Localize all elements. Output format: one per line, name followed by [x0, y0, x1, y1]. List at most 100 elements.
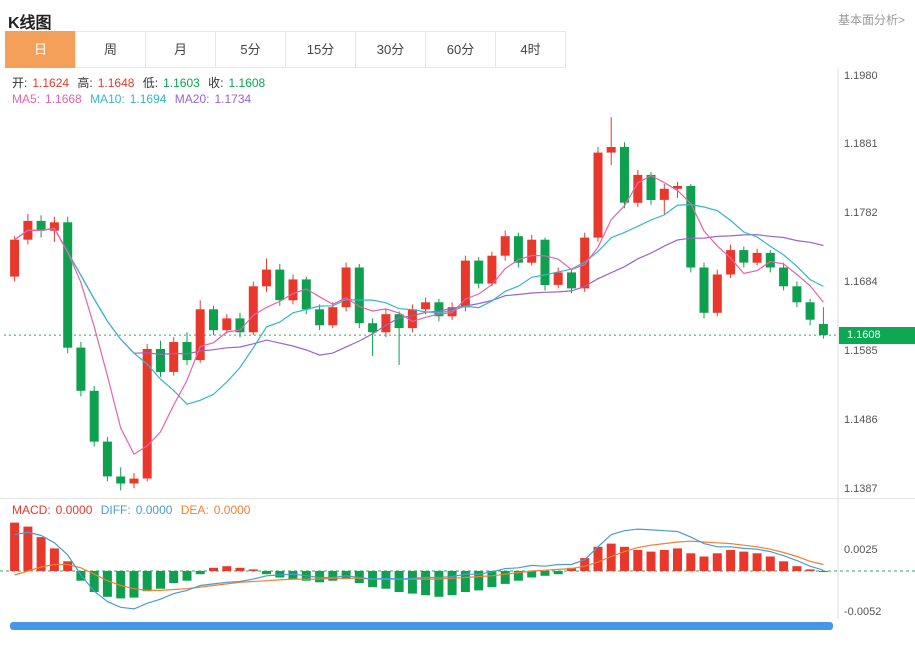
macd-bar: [142, 571, 152, 592]
dea-line: [14, 540, 824, 592]
macd-panel[interactable]: MACD: 0.0000 DIFF: 0.0000 DEA: 0.0000 0.002…: [0, 498, 915, 619]
tab-60min[interactable]: 60分: [425, 31, 496, 68]
macd-bar: [209, 567, 218, 571]
dea-label: DEA:: [180, 503, 209, 517]
macd-bar: [739, 551, 749, 571]
candle-body: [315, 309, 325, 326]
candle-body: [447, 307, 457, 317]
low-label: 低:: [142, 76, 159, 90]
macd-legend: MACD: 0.0000 DIFF: 0.0000 DEA: 0.0000: [12, 503, 255, 517]
macd-plot[interactable]: [0, 499, 915, 619]
macd-value: 0.0000: [55, 503, 93, 517]
ma5-value: 1.1668: [45, 92, 82, 106]
high-label: 高:: [77, 76, 93, 90]
macd-bar: [460, 571, 470, 592]
candle-body: [354, 267, 364, 324]
close-label: 收:: [208, 76, 224, 90]
candle-body: [394, 314, 404, 329]
macd-bar: [262, 571, 271, 575]
candle-body: [209, 309, 218, 331]
open-label: 开:: [12, 76, 28, 90]
tab-5min[interactable]: 5分: [215, 31, 286, 68]
macd-bar: [275, 571, 285, 578]
tab-4hour[interactable]: 4时: [495, 31, 566, 68]
candle-body: [779, 267, 789, 287]
candle-body: [593, 152, 603, 238]
candle-body: [739, 250, 749, 263]
macd-bar: [235, 567, 245, 571]
macd-bar: [381, 571, 391, 589]
page-header: K线图 基本面分析>: [0, 0, 915, 32]
candle-body: [10, 239, 20, 277]
candle-body: [805, 302, 815, 320]
tab-15min[interactable]: 15分: [285, 31, 356, 68]
candle-body: [712, 274, 722, 313]
ma20-value: 1.1734: [214, 92, 252, 106]
candlestick-plot[interactable]: [0, 68, 915, 498]
ma5-line: [14, 174, 824, 456]
macd-bar: [248, 569, 258, 571]
candle-body: [792, 286, 802, 303]
macd-bar: [116, 571, 126, 599]
candle-body: [76, 347, 86, 391]
candle-body: [726, 250, 736, 275]
macd-bar: [699, 556, 709, 571]
macd-bar: [195, 571, 205, 575]
dea-value: 0.0000: [213, 503, 251, 517]
ma20-line: [14, 227, 824, 356]
candlestick-chart[interactable]: 开: 1.1624 高: 1.1648 低: 1.1603 收: 1.1608 MA5:…: [0, 68, 915, 498]
ma10-value: 1.1694: [129, 92, 167, 106]
candle-body: [63, 222, 73, 348]
candle-body: [407, 309, 417, 329]
macd-bar: [23, 526, 33, 571]
macd-bar: [421, 571, 431, 596]
price-axis-label: 1.1881: [844, 138, 878, 151]
candle-body: [169, 342, 179, 372]
candle-body: [129, 478, 139, 484]
price-axis-label: 1.1684: [844, 275, 878, 288]
candle-body: [474, 260, 484, 284]
tab-day[interactable]: 日: [5, 31, 76, 68]
macd-histogram: [10, 522, 828, 599]
period-tabbar: 日 周 月 5分 15分 30分 60分 4时: [0, 31, 915, 68]
tab-30min[interactable]: 30分: [355, 31, 426, 68]
candle-body: [513, 236, 523, 263]
fundamental-analysis-link[interactable]: 基本面分析>: [837, 13, 905, 27]
macd-bar: [474, 571, 484, 591]
macd-bar: [686, 553, 696, 571]
tab-month[interactable]: 月: [145, 31, 216, 68]
macd-bar: [593, 546, 603, 571]
candle-body: [752, 252, 762, 263]
candle-body: [116, 476, 126, 484]
macd-bar: [553, 571, 563, 575]
price-axis-label: 1.1585: [844, 344, 878, 357]
macd-bar: [779, 561, 789, 571]
candle-body: [156, 349, 165, 372]
candle-body: [633, 174, 643, 203]
tab-week[interactable]: 周: [75, 31, 146, 68]
open-value: 1.1624: [32, 76, 70, 90]
diff-label: DIFF:: [100, 503, 131, 517]
macd-bar: [540, 571, 550, 576]
current-price-tag: 1.1608: [839, 326, 915, 344]
macd-bar: [580, 558, 590, 571]
high-value: 1.1648: [97, 76, 135, 90]
chart-range-scrollbar[interactable]: [10, 622, 833, 630]
macd-bar: [500, 571, 510, 584]
candle-body: [275, 269, 285, 301]
macd-bar: [527, 571, 537, 578]
ma20-label: MA20:: [174, 92, 210, 106]
macd-bar: [673, 548, 682, 571]
candle-body: [49, 222, 59, 231]
macd-bar: [222, 566, 232, 571]
macd-bar: [315, 571, 325, 583]
candle-body: [527, 239, 537, 263]
macd-bar: [712, 553, 722, 571]
macd-bar: [447, 571, 457, 596]
macd-bar: [513, 571, 523, 581]
candle-body: [460, 260, 470, 308]
candles-layer: [10, 117, 828, 491]
macd-bar: [792, 566, 802, 571]
candle-body: [699, 267, 709, 313]
macd-bar: [606, 543, 616, 571]
